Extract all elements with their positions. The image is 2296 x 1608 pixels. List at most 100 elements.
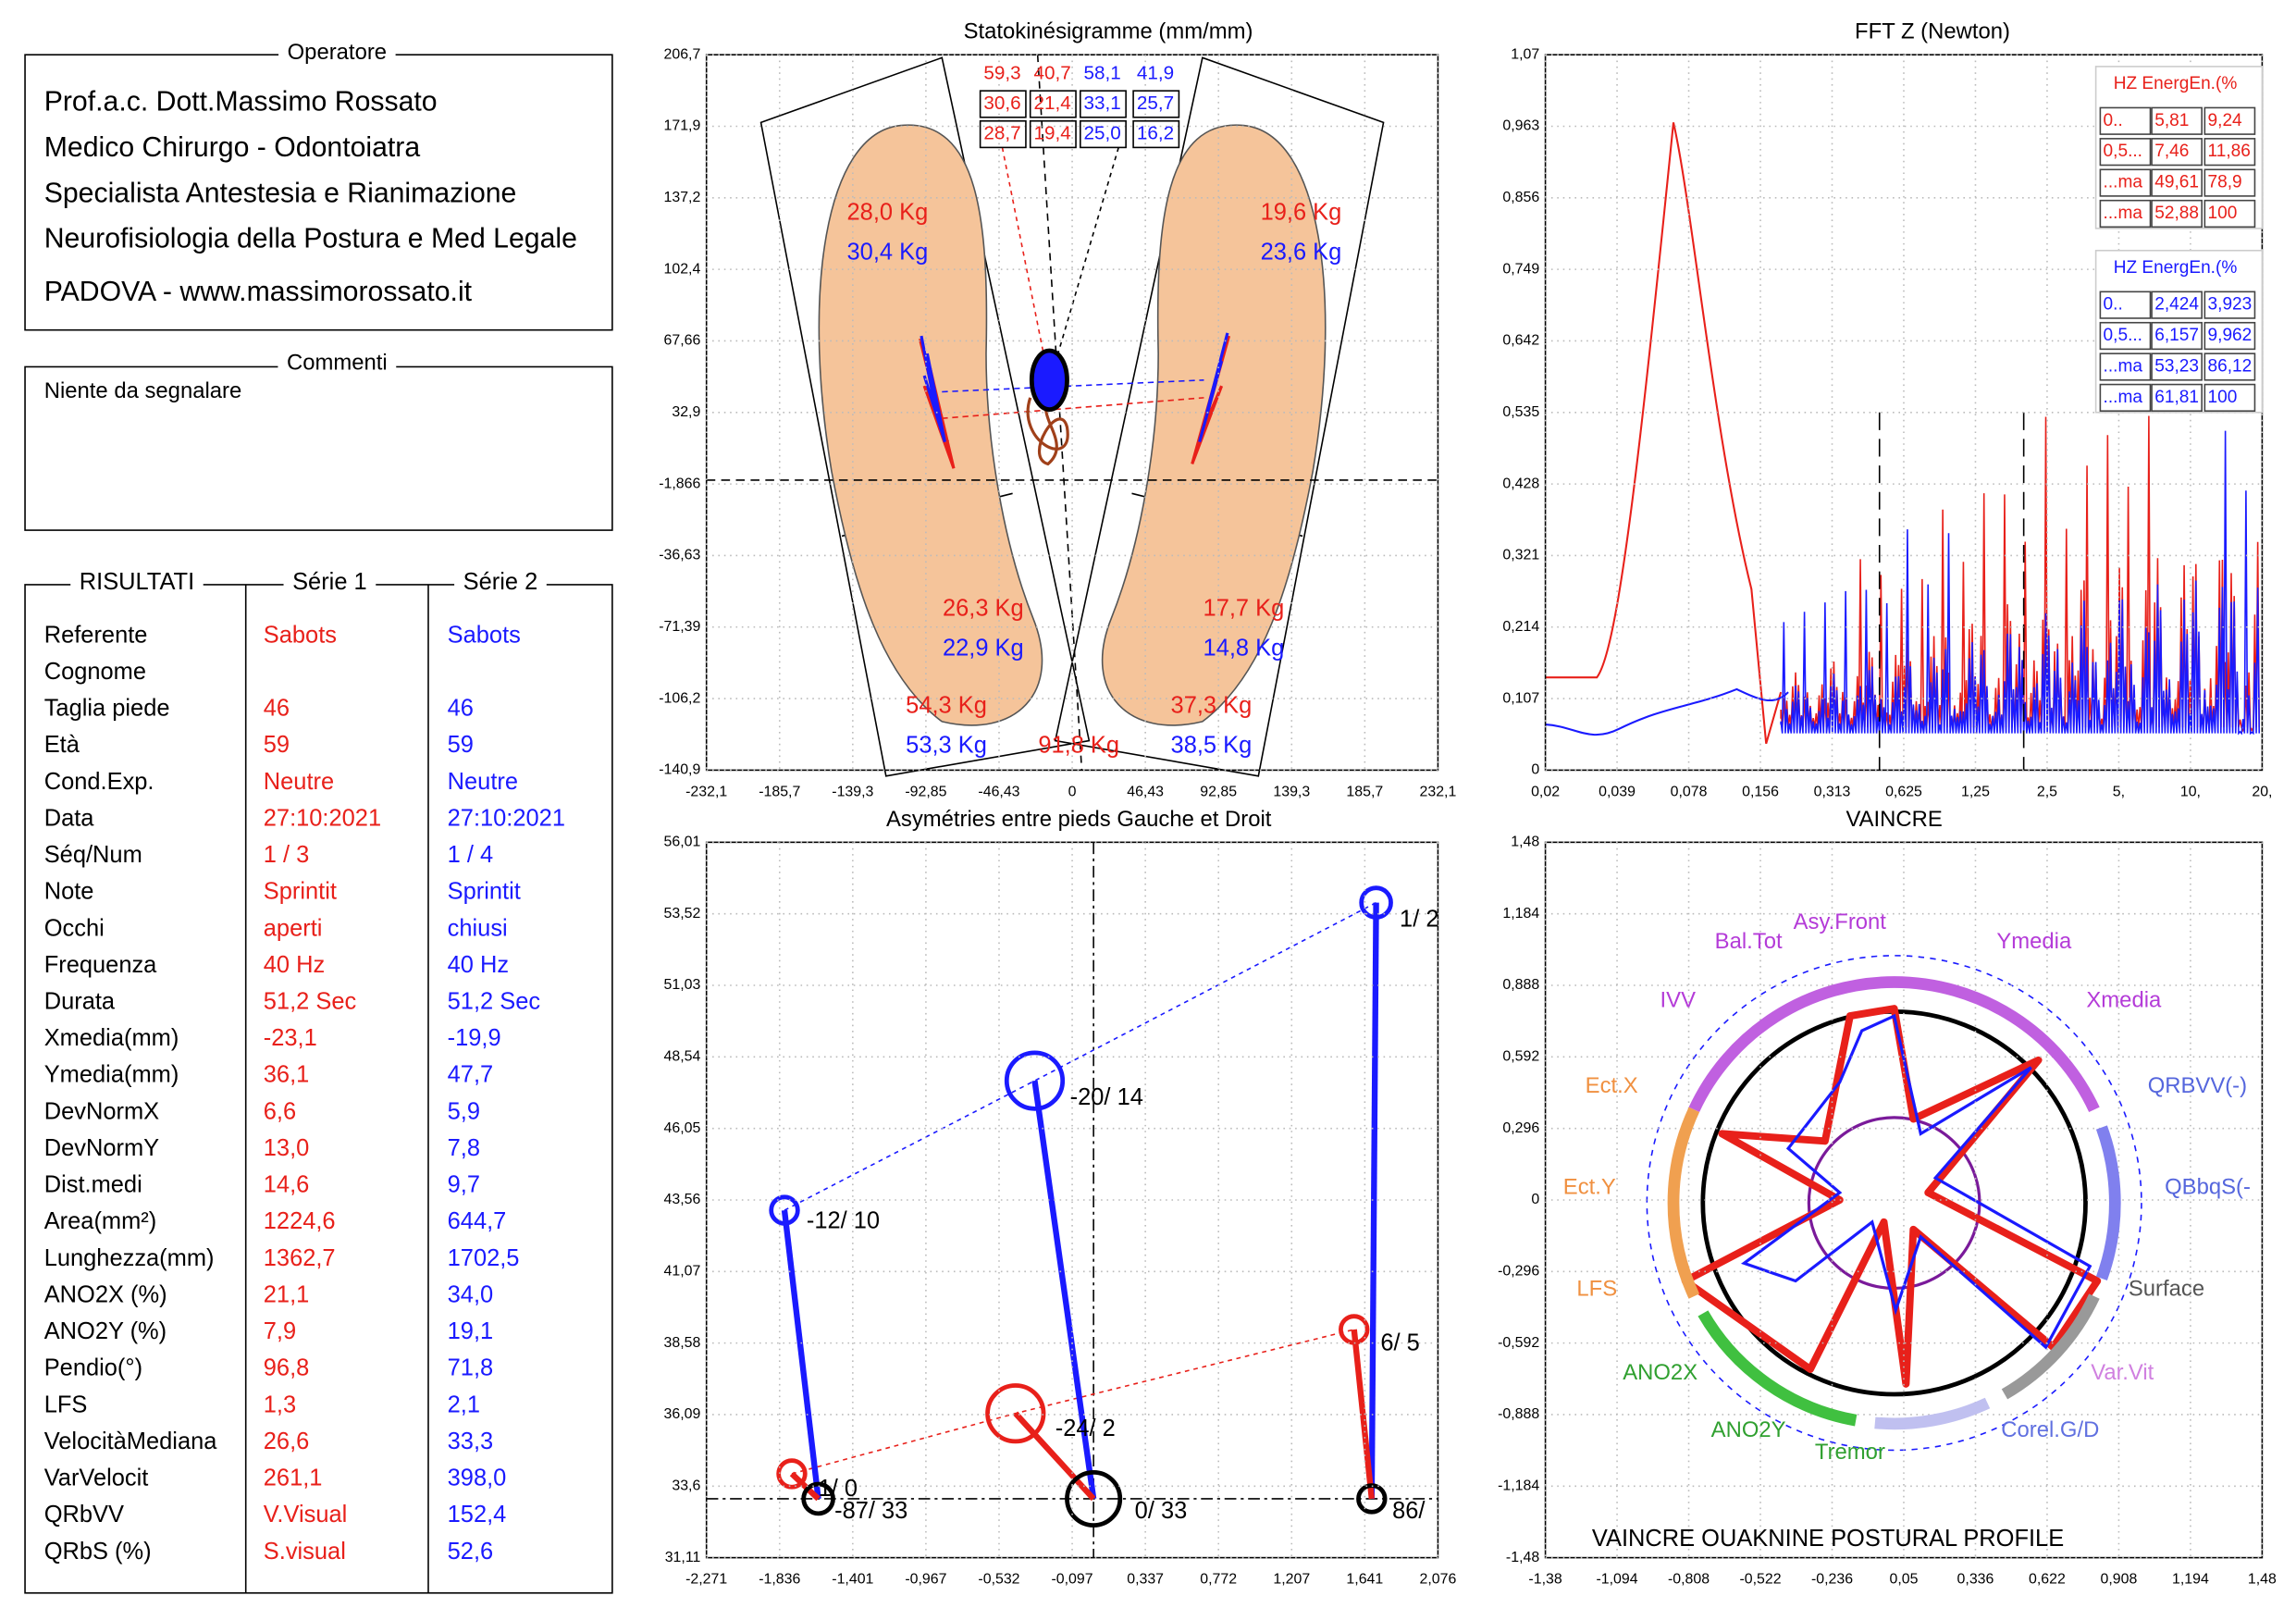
table-frame — [2094, 249, 2264, 414]
y-tick-label: 56,01 — [664, 835, 701, 850]
cell-box — [2203, 383, 2256, 412]
table-frame — [2094, 66, 2264, 229]
x-tick-label: 2,5 — [2037, 784, 2057, 799]
profile-arc — [1667, 1107, 1700, 1299]
x-tick-label: -92,85 — [905, 784, 946, 799]
axis-label: Ect.X — [1586, 1073, 1638, 1098]
box-title: Série 1 — [292, 569, 367, 595]
y-tick-label: 0,296 — [1502, 1120, 1539, 1136]
x-tick-label: 10, — [2180, 784, 2201, 799]
operator-line: Medico Chirurgo - Odontoiatra — [44, 132, 421, 163]
cell-box — [1029, 119, 1077, 149]
comment-text: Niente da segnalare — [44, 378, 242, 403]
result-cell: 51,2 Sec — [448, 989, 541, 1015]
result-cell: Sprintit — [448, 879, 521, 905]
operator-line: PADOVA - www.massimorossato.it — [44, 277, 473, 307]
result-cell: V.Visual — [264, 1502, 348, 1528]
axis-label: Ymedia — [1996, 929, 2072, 954]
result-cell: Lunghezza(mm) — [44, 1245, 215, 1271]
title-bg — [278, 350, 397, 376]
result-cell: 9,7 — [448, 1172, 480, 1198]
result-cell: 33,3 — [448, 1429, 494, 1454]
chart-title: VAINCRE — [1846, 807, 1943, 832]
x-tick-label: 0,625 — [1885, 784, 1922, 799]
table-cell: 86,12 — [2208, 357, 2253, 377]
x-tick-label: -0,967 — [905, 1572, 946, 1588]
x-tick-label: -0,522 — [1739, 1572, 1781, 1588]
profile-arc — [2001, 1293, 2100, 1400]
chart-title: Asymétries entre pieds Gauche et Droit — [886, 807, 1272, 832]
result-cell: VarVelocit — [44, 1466, 149, 1491]
y-tick-label: 36,09 — [664, 1406, 701, 1422]
cell-box — [2151, 321, 2203, 351]
chart-footer: VAINCRE OUAKNINE POSTURAL PROFILE — [1592, 1526, 2064, 1552]
result-cell: 6,6 — [264, 1098, 296, 1124]
result-cell: 261,1 — [264, 1466, 323, 1491]
title-bg — [283, 569, 376, 596]
x-tick-label: -1,094 — [1597, 1572, 1638, 1588]
table-cell: 25,7 — [1137, 93, 1174, 114]
x-tick-label: -1,38 — [1528, 1572, 1562, 1588]
cell-box — [979, 119, 1027, 149]
cell-box — [2203, 321, 2256, 351]
axis-label: Surface — [2129, 1276, 2204, 1301]
result-cell: 26,6 — [264, 1429, 310, 1454]
weight-label: 53,3 Kg — [906, 733, 987, 759]
asym-plot — [706, 842, 1438, 1558]
result-cell: chiusi — [448, 915, 508, 941]
table-cell: 28,7 — [983, 123, 1020, 144]
table-cell: ...ma — [2104, 204, 2143, 223]
y-tick-label: 0,428 — [1502, 476, 1539, 491]
point-label: 86/ — [1392, 1498, 1426, 1524]
x-tick-label: 46,43 — [1127, 784, 1164, 799]
x-tick-label: -2,271 — [685, 1572, 727, 1588]
result-cell: 1 / 4 — [448, 842, 494, 868]
table-cell: 53,23 — [2154, 357, 2199, 377]
table-cell: 19,4 — [1033, 123, 1070, 144]
y-tick-label: -0,592 — [1498, 1335, 1539, 1351]
x-tick-label: -0,097 — [1052, 1572, 1093, 1588]
result-cell: 1362,7 — [264, 1245, 336, 1271]
y-tick-label: 102,4 — [664, 261, 701, 277]
cell-box — [1029, 90, 1077, 118]
table-cell: 52,88 — [2154, 204, 2199, 223]
x-tick-label: -0,808 — [1668, 1572, 1710, 1588]
point-label: 1/ 0 — [819, 1476, 858, 1502]
result-cell: Taglia piede — [44, 696, 170, 722]
axis-label: Ect.Y — [1563, 1175, 1616, 1200]
x-tick-label: 0,336 — [1957, 1572, 1994, 1588]
weight-label: 23,6 Kg — [1261, 240, 1342, 266]
x-tick-label: 232,1 — [1420, 784, 1457, 799]
result-cell: VelocitàMediana — [44, 1429, 218, 1454]
y-tick-label: 0 — [1531, 762, 1539, 778]
cell-box — [2203, 138, 2256, 167]
result-cell: Area(mm²) — [44, 1208, 157, 1234]
result-cell: 7,8 — [448, 1135, 480, 1161]
point-label: 0/ 33 — [1135, 1498, 1188, 1524]
cell-box — [2203, 291, 2256, 319]
x-tick-label: -232,1 — [685, 784, 727, 799]
x-tick-label: -1,401 — [832, 1572, 873, 1588]
y-tick-label: -140,9 — [659, 762, 700, 778]
table-cell: ...ma — [2104, 173, 2143, 192]
result-cell: DevNormX — [44, 1098, 159, 1124]
point-label: -24/ 2 — [1055, 1416, 1116, 1441]
cell-box — [2099, 138, 2152, 167]
result-cell: 13,0 — [264, 1135, 310, 1161]
table-cell: 40,7 — [1033, 62, 1070, 83]
x-tick-label: 0 — [1068, 784, 1077, 799]
result-cell: 1,3 — [264, 1392, 296, 1417]
box-title: Operatore — [288, 40, 387, 65]
x-tick-label: 0,156 — [1742, 784, 1779, 799]
table-cell: 58,1 — [1084, 62, 1121, 83]
table-cell: 30,6 — [983, 93, 1020, 114]
x-tick-label: -185,7 — [759, 784, 800, 799]
cell-box — [1080, 119, 1127, 149]
x-tick-label: 2,076 — [1420, 1572, 1457, 1588]
weight-label: 54,3 Kg — [906, 693, 987, 719]
cell-box — [2099, 168, 2152, 197]
axis-label: Bal.Tot — [1715, 929, 1783, 954]
title-bg — [454, 569, 547, 596]
axis-label: Var.Vit — [2091, 1360, 2154, 1385]
